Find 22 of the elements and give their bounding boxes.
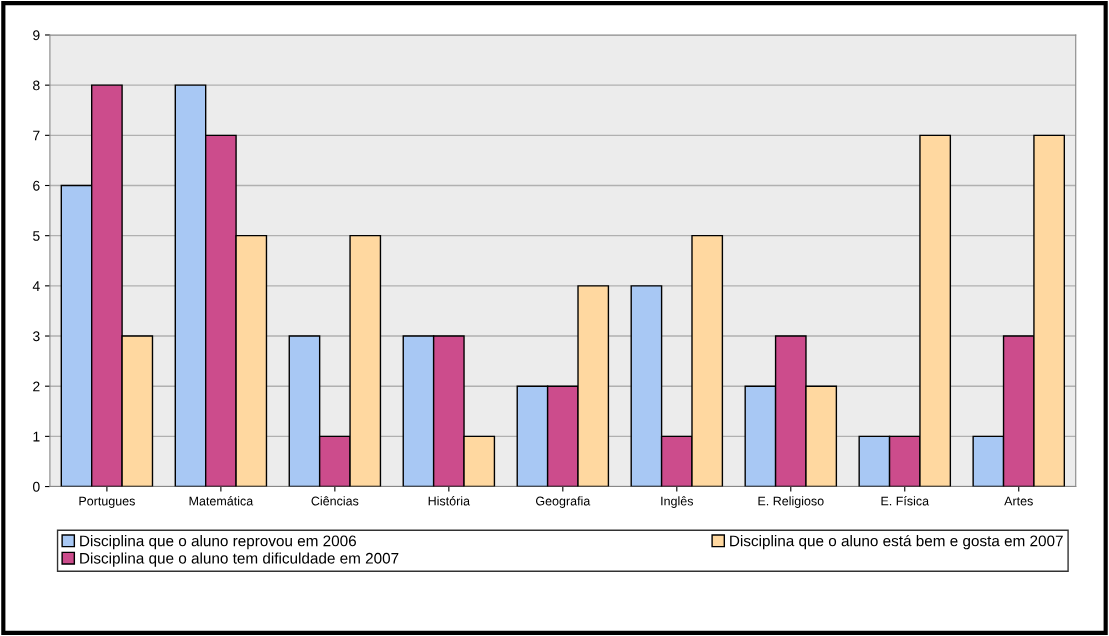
x-tick-label: Matemática — [189, 496, 254, 506]
x-tick-label: Artes — [1004, 496, 1033, 506]
y-tick-label: 2 — [33, 381, 40, 392]
x-tick-label: E. Religioso — [758, 496, 824, 508]
y-tick-label: 9 — [33, 30, 40, 41]
legend-label: Disciplina que o aluno está bem e gosta em 2007 — [730, 534, 1063, 550]
y-tick-label: 1 — [33, 431, 40, 442]
x-tick-label: Geografia — [536, 496, 591, 508]
x-tick-label: Portugues — [79, 496, 135, 508]
y-tick-label: 8 — [33, 80, 40, 91]
y-tick-label: 3 — [32, 331, 40, 342]
legend-label: Disciplina que o aluno tem dificuldade em 2007 — [80, 552, 399, 567]
x-tick-label: História — [428, 496, 471, 506]
x-tick-label: E. Física — [881, 496, 930, 506]
y-tick-label: 7 — [33, 130, 40, 141]
y-tick-label: 5 — [33, 231, 40, 241]
x-tick-label: Inglês — [661, 496, 694, 508]
y-tick-label: 0 — [33, 481, 40, 492]
y-tick-label: 6 — [33, 180, 40, 191]
x-tick-label: Ciências — [311, 496, 359, 506]
y-tick-label: 4 — [32, 281, 40, 291]
legend-label: Disciplina que o aluno reprovou em 2006 — [80, 535, 356, 550]
